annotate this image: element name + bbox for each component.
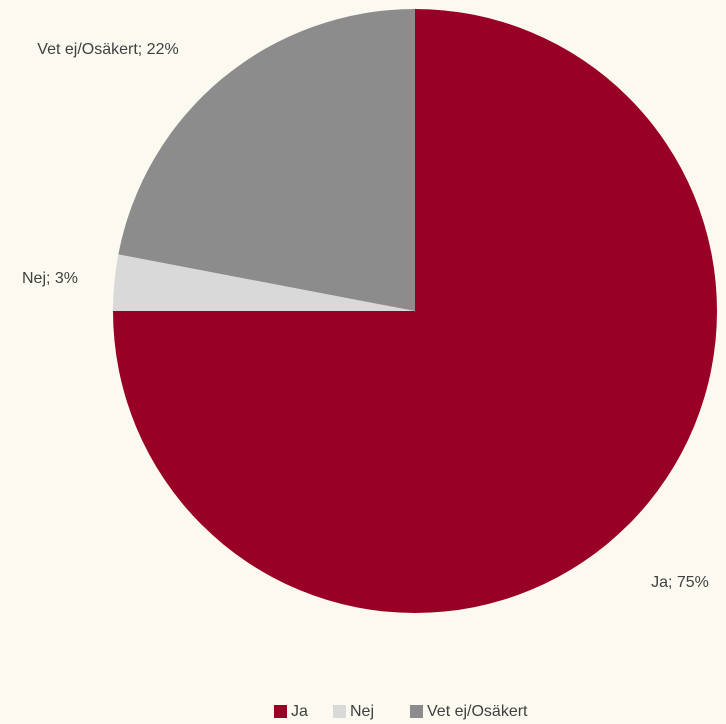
- data-labels: Ja; 75% Nej; 3% Vet ej/Osäkert; 22%: [22, 41, 709, 591]
- pie: [113, 9, 717, 613]
- data-label: Nej; 3%: [22, 270, 78, 287]
- legend: Ja Nej Vet ej/Osäkert: [274, 703, 528, 720]
- data-label: Ja; 75%: [651, 574, 709, 591]
- pie-slice: [113, 254, 415, 311]
- data-label: Vet ej/Osäkert; 22%: [37, 41, 178, 58]
- legend-swatch: [274, 705, 287, 718]
- legend-label: Vet ej/Osäkert: [427, 703, 528, 720]
- legend-label: Ja: [291, 703, 308, 720]
- legend-swatch: [333, 705, 346, 718]
- legend-swatch: [410, 705, 423, 718]
- pie-slice: [118, 9, 416, 311]
- legend-label: Nej: [350, 703, 374, 720]
